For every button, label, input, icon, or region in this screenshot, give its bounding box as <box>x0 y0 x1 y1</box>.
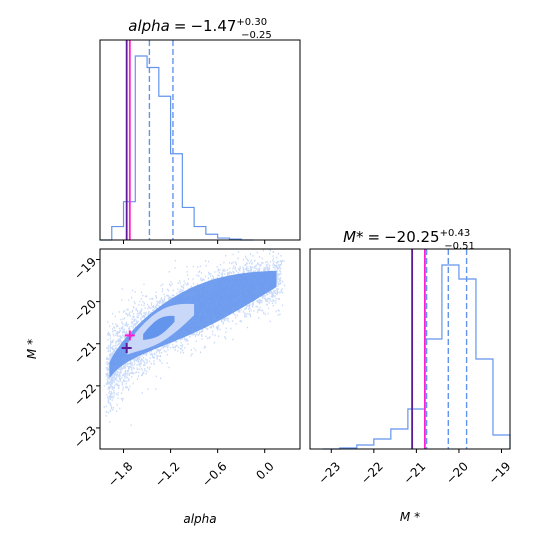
mstar-title-median: −20.25 <box>384 228 440 246</box>
joint-ylabel: M * <box>25 339 39 359</box>
x-tick-label: 0.0 <box>253 459 276 482</box>
joint-samples <box>103 249 286 426</box>
mstar-marginal-ticks: −23 −22 −21 −20 −19 <box>316 449 514 487</box>
y-tick-label: −23 <box>71 423 99 451</box>
y-tick-label: −22 <box>71 381 99 409</box>
x-tick-label: −20 <box>443 459 471 487</box>
mstar-histogram <box>322 249 511 450</box>
alpha-marginal-ticks <box>123 240 266 244</box>
x-tick-label: −1.8 <box>105 459 136 490</box>
joint-panel: −1.8 −1.2 −0.6 0.0 −19 −20 −21 −22 −23 alpha M * <box>25 248 301 526</box>
alpha-title: alpha = −1.47+0.30 −0.25 <box>128 17 271 41</box>
alpha-title-minus: −0.25 <box>241 30 272 41</box>
x-tick-label: −21 <box>401 459 429 487</box>
x-tick-label: −0.6 <box>199 459 230 490</box>
mstar-title-plus: +0.43 <box>440 228 471 239</box>
best-fit-marker <box>124 330 135 341</box>
truth-marker <box>121 342 132 353</box>
mstar-marginal-frame <box>309 248 511 450</box>
histogram-step-line <box>100 55 253 241</box>
contour-outer <box>109 270 277 379</box>
y-tick-label: −19 <box>71 255 99 283</box>
alpha-title-name: alpha <box>128 17 170 35</box>
alpha-title-median: −1.47 <box>190 17 236 35</box>
contour-inner <box>143 315 175 340</box>
alpha-marginal-panel: alpha = −1.47+0.30 −0.25 <box>99 17 301 244</box>
mstar-title-minus: −0.51 <box>444 241 475 252</box>
histogram-step-line <box>322 264 511 450</box>
alpha-title-plus: +0.30 <box>236 17 267 28</box>
joint-xlabel: alpha <box>183 512 216 526</box>
y-tick-label: −20 <box>71 297 99 325</box>
joint-frame <box>99 248 301 450</box>
alpha-marginal-frame <box>99 39 301 241</box>
mstar-xlabel: M * <box>400 510 420 524</box>
x-tick-label: −1.2 <box>152 459 183 490</box>
mstar-title: M* = −20.25+0.43 −0.51 <box>343 228 475 252</box>
x-tick-label: −23 <box>316 459 344 487</box>
x-tick-label: −22 <box>358 459 386 487</box>
mstar-title-name: M* <box>343 228 364 246</box>
mstar-marginal-panel: M* = −20.25+0.43 −0.51 −23 −22 −21 −20 −19 M * <box>309 228 514 524</box>
alpha-histogram <box>100 40 253 241</box>
x-tick-label: −19 <box>486 459 514 487</box>
y-tick-label: −21 <box>71 339 99 367</box>
